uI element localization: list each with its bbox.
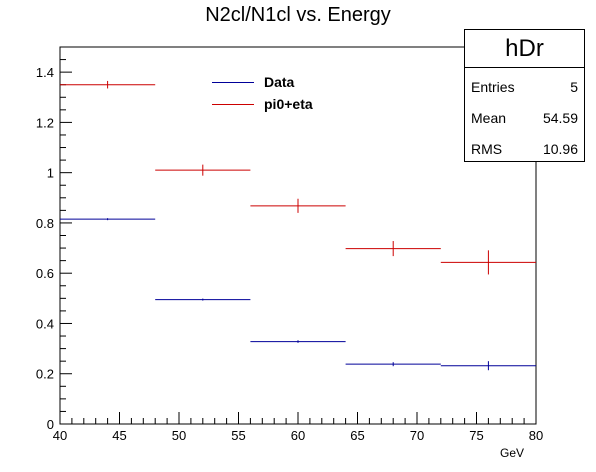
stats-value: 5 <box>570 79 578 95</box>
stats-row-entries: Entries 5 <box>465 68 584 99</box>
x-tick-label: 45 <box>112 428 126 443</box>
y-tick-label: 1.2 <box>36 115 54 130</box>
x-tick-label: 65 <box>350 428 364 443</box>
stats-box: hDr Entries 5 Mean 54.59 RMS 10.96 <box>464 29 585 162</box>
stats-row-mean: Mean 54.59 <box>465 99 584 130</box>
stats-value: 10.96 <box>542 141 578 157</box>
legend-swatch-pi0-eta <box>212 104 254 105</box>
legend-item-pi0-eta: pi0+eta <box>210 96 350 114</box>
x-tick-label: 75 <box>469 428 483 443</box>
x-tick-label: 80 <box>529 428 543 443</box>
legend-swatch-data <box>212 82 254 83</box>
y-tick-label: 0.2 <box>36 367 54 382</box>
stats-value: 54.59 <box>542 110 578 126</box>
stats-row-rms: RMS 10.96 <box>465 130 584 161</box>
legend-label-pi0-eta: pi0+eta <box>264 96 313 112</box>
x-tick-label: 40 <box>53 428 67 443</box>
stats-histogram-name: hDr <box>465 30 584 68</box>
legend-label-data: Data <box>264 74 295 90</box>
y-tick-label: 0.4 <box>36 316 54 331</box>
y-tick-label: 0.8 <box>36 216 54 231</box>
x-tick-label: 50 <box>172 428 186 443</box>
y-tick-label: 0 <box>47 417 54 432</box>
x-tick-label: 70 <box>410 428 424 443</box>
y-tick-label: 0.6 <box>36 266 54 281</box>
x-axis-label: GeV <box>500 446 525 460</box>
x-tick-label: 55 <box>231 428 245 443</box>
stats-key: Entries <box>471 79 515 95</box>
legend-item-data: Data <box>210 74 350 92</box>
stats-key: Mean <box>471 110 507 126</box>
chart-title: N2cl/N1cl vs. Energy <box>205 4 391 26</box>
y-tick-label: 1.4 <box>36 65 54 80</box>
x-tick-label: 60 <box>291 428 305 443</box>
legend: Data pi0+eta <box>210 72 350 116</box>
y-tick-label: 1 <box>47 166 54 181</box>
stats-key: RMS <box>471 141 503 157</box>
